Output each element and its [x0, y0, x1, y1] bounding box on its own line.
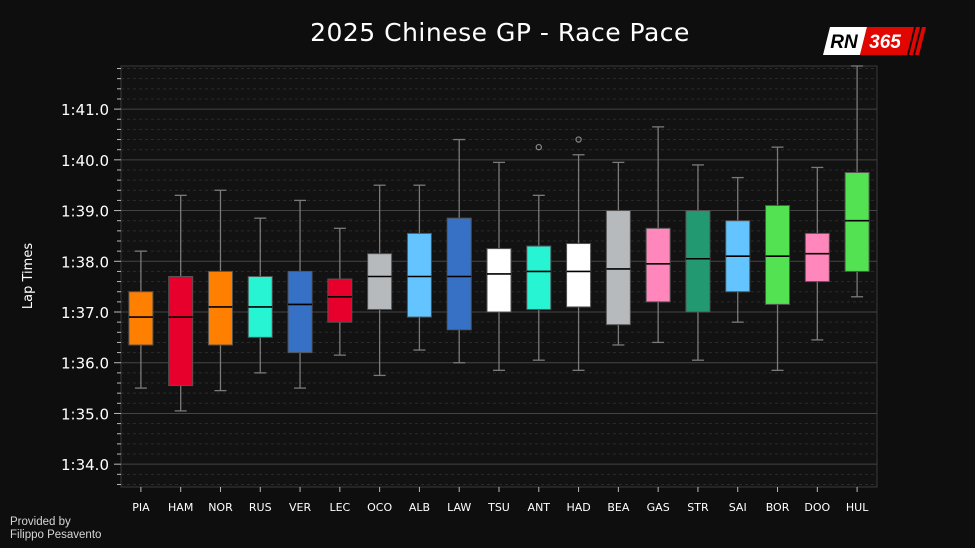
box-body — [486, 248, 512, 313]
y-tick-label: 1:34.0 — [61, 456, 109, 474]
x-tick-label: ALB — [409, 501, 430, 514]
box-body — [406, 232, 432, 318]
x-tick-label: HAD — [566, 501, 590, 514]
box-ant — [526, 143, 552, 361]
box-doo — [804, 166, 830, 341]
y-tick-label: 1:37.0 — [61, 304, 109, 322]
box-pia — [128, 250, 154, 389]
box-str — [685, 164, 711, 361]
x-tick-label: NOR — [208, 501, 233, 514]
logo-text-left: RN — [830, 32, 859, 53]
box-series — [128, 65, 870, 412]
x-tick-label: RUS — [249, 501, 272, 514]
y-tick-label: 1:40.0 — [61, 152, 109, 170]
box-bor — [765, 146, 791, 371]
y-tick-label: 1:41.0 — [61, 101, 109, 119]
x-tick-label: PIA — [132, 501, 150, 514]
box-rus — [247, 217, 273, 374]
outlier-point — [575, 136, 582, 143]
y-tick-label: 1:39.0 — [61, 203, 109, 221]
box-body — [287, 270, 313, 354]
box-ham — [168, 194, 194, 412]
y-tick-label: 1:38.0 — [61, 253, 109, 271]
grid-lines — [121, 68, 877, 485]
box-body — [327, 278, 353, 323]
x-tick-label: TSU — [487, 501, 510, 514]
chart-title: 2025 Chinese GP - Race Pace — [310, 18, 690, 47]
credit-line-1: Provided by — [10, 516, 71, 528]
box-body — [207, 270, 233, 346]
box-nor — [207, 189, 233, 392]
y-tick-label: 1:35.0 — [61, 405, 109, 423]
x-tick-label: LEC — [329, 501, 350, 514]
box-bea — [605, 161, 631, 346]
box-lec — [327, 227, 353, 356]
box-had — [566, 136, 592, 371]
box-body — [685, 210, 711, 313]
box-gas — [645, 126, 671, 344]
box-body — [526, 245, 552, 310]
box-tsu — [486, 161, 512, 371]
x-tick-label: BEA — [607, 501, 629, 514]
y-axis-label: Lap Times — [21, 243, 36, 309]
box-body — [168, 276, 194, 387]
x-tick-label: BOR — [766, 501, 790, 514]
box-body — [128, 291, 154, 346]
x-tick-label: VER — [289, 501, 311, 514]
y-tick-label: 1:36.0 — [61, 355, 109, 373]
x-tick-label: HUL — [846, 501, 869, 514]
outlier-point — [535, 143, 542, 151]
box-body — [367, 253, 393, 310]
box-body — [566, 243, 592, 308]
box-oco — [367, 184, 393, 377]
box-alb — [406, 184, 432, 351]
credit-line-2: Filippo Pesavento — [10, 529, 102, 541]
box-body — [804, 232, 830, 283]
y-axis: 1:34.0 1:35.0 1:36.0 1:37.0 1:38.0 1:39.0 1:40… — [61, 68, 121, 485]
x-axis: PIA HAM NOR RUS VER LEC OCO ALB LAW TSU ANT HAD BEA G… — [132, 487, 869, 514]
box-body — [645, 227, 671, 303]
box-body — [605, 210, 631, 326]
box-body — [844, 172, 870, 272]
box-hul — [844, 65, 870, 298]
x-tick-label: OCO — [367, 501, 392, 514]
box-ver — [287, 199, 313, 389]
x-tick-label: SAI — [729, 501, 747, 514]
x-tick-label: ANT — [528, 501, 551, 514]
x-tick-label: GAS — [647, 501, 670, 514]
x-tick-label: HAM — [168, 501, 193, 514]
logo-text-right: 365 — [869, 32, 901, 53]
box-law — [446, 138, 472, 364]
box-sai — [725, 176, 751, 323]
box-body — [446, 217, 472, 331]
x-tick-label: STR — [687, 501, 709, 514]
credit: Provided by Filippo Pesavento — [10, 516, 101, 542]
rn365-logo: RN 365 — [823, 27, 926, 55]
x-tick-label: LAW — [447, 501, 471, 514]
box-body — [765, 204, 791, 305]
x-tick-label: DOO — [804, 501, 830, 514]
